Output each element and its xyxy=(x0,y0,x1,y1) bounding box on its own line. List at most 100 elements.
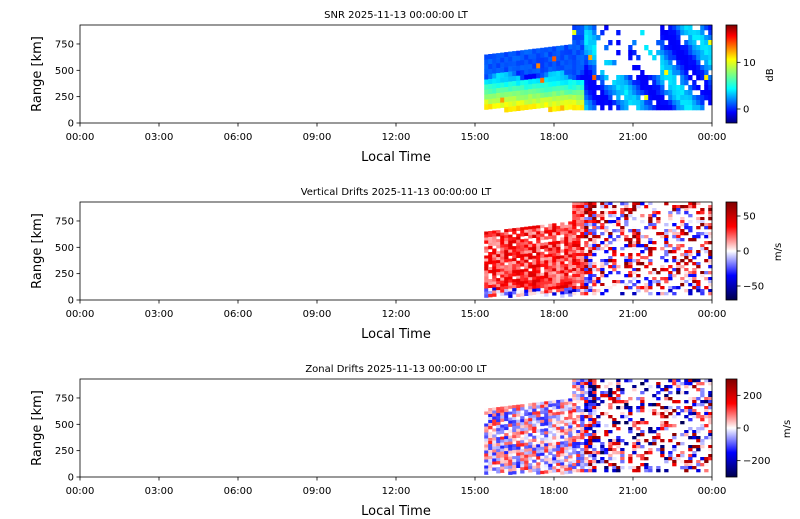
zonal-drifts-heatmap-cell xyxy=(688,412,693,416)
zonal-drifts-heatmap-cell xyxy=(488,435,493,439)
snr-heatmap-cell xyxy=(592,35,597,41)
snr-heatmap-cell xyxy=(516,70,521,76)
snr-heatmap-cell xyxy=(524,79,529,85)
zonal-drifts-heatmap-cell xyxy=(532,438,537,442)
vertical-drifts-heatmap-cell xyxy=(688,247,693,251)
zonal-drifts-heatmap-cell xyxy=(528,451,533,455)
snr-heatmap-cell xyxy=(516,65,521,71)
snr-heatmap-cell xyxy=(544,62,549,68)
snr-heatmap-cell xyxy=(572,95,577,101)
vertical-drifts-heatmap-cell xyxy=(624,256,629,260)
zonal-drifts-heatmap-cell xyxy=(596,397,601,401)
vertical-drifts-heatmap-cell xyxy=(600,268,605,272)
vertical-drifts-heatmap-cell xyxy=(620,214,625,218)
zonal-drifts-heatmap-cell xyxy=(528,409,533,413)
snr-heatmap-cell xyxy=(524,94,529,100)
snr-heatmap-cell xyxy=(636,95,641,101)
vertical-drifts-heatmap-cell xyxy=(580,211,585,215)
vertical-drifts-heatmap-cell xyxy=(680,265,685,269)
vertical-drifts-heatmap-cell xyxy=(644,262,649,266)
snr-heatmap-cell xyxy=(620,75,625,81)
vertical-drifts-heatmap-cell xyxy=(524,229,529,233)
vertical-drifts-heatmap-cell xyxy=(692,202,697,206)
zonal-drifts-heatmap-cell xyxy=(520,422,525,426)
vertical-drifts-heatmap-cell xyxy=(488,294,493,298)
zonal-drifts-heatmap-cell xyxy=(700,403,705,407)
snr-heatmap-cell xyxy=(500,62,505,68)
vertical-drifts-heatmap-cell xyxy=(528,253,533,257)
vertical-drifts-heatmap-cell xyxy=(484,246,489,250)
zonal-drifts-heatmap-cell xyxy=(536,465,541,469)
vertical-drifts-heatmap-cell xyxy=(572,268,577,272)
vertical-drifts-heatmap-cell xyxy=(612,268,617,272)
zonal-drifts-heatmap-cell xyxy=(508,435,513,439)
zonal-drifts-heatmap-cell xyxy=(552,442,557,446)
snr-heatmap-cell xyxy=(500,82,505,88)
snr-heatmap-cell xyxy=(688,55,693,61)
zonal-drifts-heatmap-cell xyxy=(508,462,513,466)
zonal-drifts-heatmap-cell xyxy=(512,468,517,472)
snr-heatmap-cell xyxy=(684,95,689,101)
zonal-drifts-heatmap-cell xyxy=(632,385,637,389)
zonal-drifts-heatmap-cell xyxy=(592,433,597,437)
vertical-drifts-heatmap-cell xyxy=(528,274,533,278)
vertical-drifts-heatmap-cell xyxy=(536,240,541,244)
zonal-drifts-heatmap-cell xyxy=(616,388,621,392)
zonal-drifts-heatmap-cell xyxy=(632,424,637,428)
zonal-drifts-heatmap-cell xyxy=(532,402,537,406)
vertical-drifts-heatmap-cell xyxy=(684,262,689,266)
snr-heatmap-cell xyxy=(504,92,509,98)
vertical-drifts-heatmap-cell xyxy=(584,292,589,296)
snr-heatmap-cell xyxy=(568,44,573,50)
zonal-drifts-heatmap-cell xyxy=(560,420,565,424)
snr-heatmap-cell xyxy=(568,59,573,65)
vertical-drifts-heatmap-cell xyxy=(600,262,605,266)
zonal-drifts-heatmap-cell xyxy=(528,448,533,452)
snr-heatmap-cell xyxy=(528,79,533,85)
snr-heatmap-cell xyxy=(704,25,709,31)
vertical-drifts-heatmap-cell xyxy=(696,280,701,284)
vertical-drifts-heatmap-cell xyxy=(528,265,533,269)
zonal-drifts-heatmap-cell xyxy=(588,436,593,440)
vertical-drifts-x-tick-label: 03:00 xyxy=(145,309,174,320)
snr-heatmap-cell xyxy=(508,71,513,77)
zonal-drifts-heatmap-cell xyxy=(656,436,661,440)
vertical-drifts-heatmap-cell xyxy=(604,289,609,293)
zonal-drifts-heatmap-cell xyxy=(584,400,589,404)
snr-heatmap-cell xyxy=(700,90,705,96)
vertical-drifts-heatmap-cell xyxy=(628,214,633,218)
vertical-drifts-heatmap-cell xyxy=(504,289,509,293)
zonal-drifts-heatmap-cell xyxy=(696,412,701,416)
vertical-drifts-heatmap-cell xyxy=(548,226,553,231)
vertical-drifts-heatmap-cell xyxy=(684,253,689,257)
vertical-drifts-heatmap-cell xyxy=(528,289,533,293)
zonal-drifts-heatmap-cell xyxy=(704,406,709,410)
snr-heatmap-cell xyxy=(704,70,709,76)
zonal-drifts-heatmap-cell xyxy=(580,463,585,467)
snr-heatmap-cell xyxy=(500,52,505,58)
vertical-drifts-heatmap-cell xyxy=(588,244,593,248)
snr-heatmap-cell xyxy=(624,80,629,86)
zonal-drifts-heatmap-cell xyxy=(552,427,557,431)
zonal-drifts-heatmap-cell xyxy=(540,443,545,448)
snr-heatmap-cell xyxy=(592,55,597,61)
vertical-drifts-heatmap-cell xyxy=(624,286,629,290)
zonal-drifts-heatmap-cell xyxy=(616,466,621,470)
vertical-drifts-heatmap-cell xyxy=(676,232,681,236)
snr-heatmap-cell xyxy=(580,60,585,66)
snr-heatmap-cell xyxy=(708,90,713,96)
vertical-drifts-heatmap-cell xyxy=(612,238,617,242)
snr-heatmap-cell xyxy=(680,70,685,76)
vertical-drifts-heatmap-cell xyxy=(520,281,525,285)
vertical-drifts-heatmap-cell xyxy=(632,235,637,239)
zonal-drifts-heatmap-cell xyxy=(548,412,553,417)
snr-heatmap-cell xyxy=(680,50,685,56)
vertical-drifts-heatmap-cell xyxy=(684,274,689,278)
snr-heatmap-cell xyxy=(684,50,689,56)
vertical-drifts-heatmap-cell xyxy=(524,277,529,281)
vertical-drifts-heatmap-cell xyxy=(644,256,649,260)
zonal-drifts-heatmap-cell xyxy=(504,463,509,467)
vertical-drifts-heatmap-cell xyxy=(672,232,677,236)
zonal-drifts-heatmap-cell xyxy=(684,391,689,395)
zonal-drifts-heatmap-cell xyxy=(484,441,489,445)
